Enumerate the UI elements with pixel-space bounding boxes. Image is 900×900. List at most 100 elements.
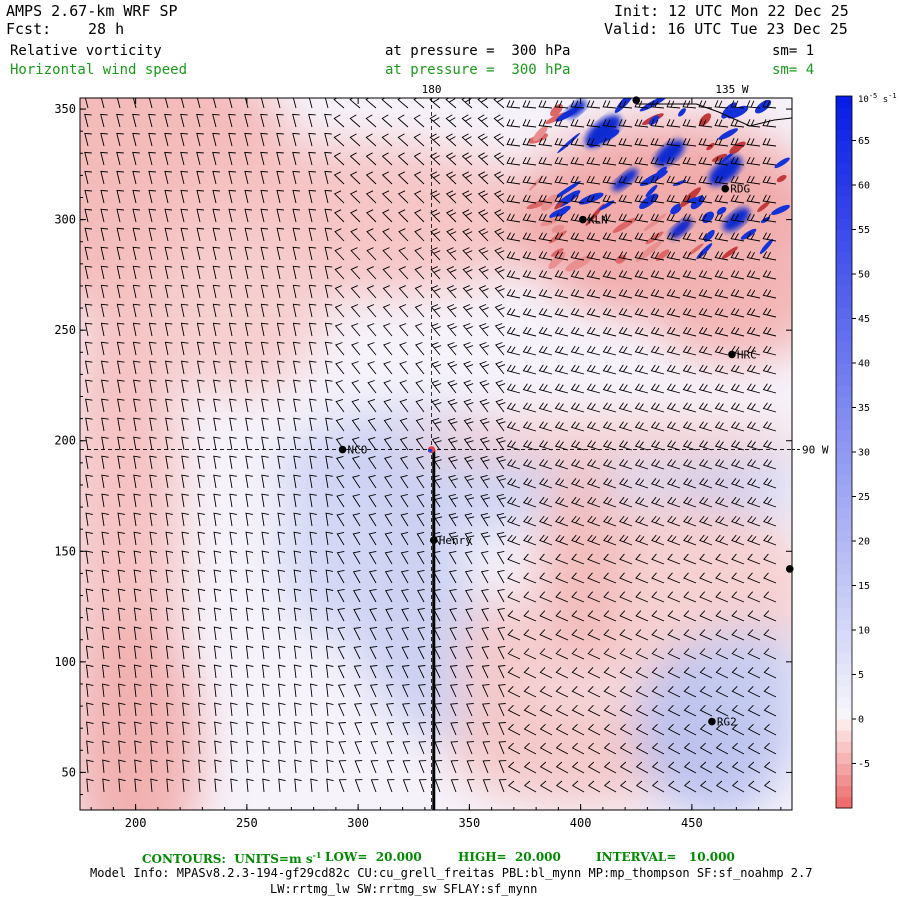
wind-barb-1525 <box>730 251 745 261</box>
wind-barb-160 <box>148 322 157 337</box>
wind-barb-761 <box>400 493 409 508</box>
colorbar-segment-58 <box>836 151 852 164</box>
valid-time: Valid: 16 UTC Tue 23 Dec 25 <box>604 20 848 38</box>
wind-barb-1510 <box>715 667 729 679</box>
wind-barb-541 <box>309 531 317 546</box>
wind-barb-1260 <box>618 138 633 147</box>
wind-barb-738 <box>386 760 395 774</box>
fcst-label: Fcst: <box>6 20 52 38</box>
wind-barb-326 <box>213 664 222 679</box>
wind-barb-997 <box>498 760 507 774</box>
wind-barb-919 <box>465 684 474 698</box>
wind-barb-27 <box>85 607 94 622</box>
wind-barb-1515 <box>715 761 729 774</box>
wind-barb-1493 <box>714 345 729 356</box>
wind-barb-1433 <box>683 610 697 622</box>
wind-barb-268 <box>196 265 205 280</box>
wind-barb-453 <box>276 265 285 280</box>
wind-barb-1500 <box>714 478 729 489</box>
wind-barb-1478 <box>699 761 713 774</box>
wind-barb-619 <box>337 607 345 622</box>
wind-barb-1566 <box>746 326 761 337</box>
wind-barb-506 <box>293 569 302 584</box>
colorbar-segment-50 <box>836 240 852 253</box>
wind-barb-1167 <box>570 478 585 489</box>
wind-barb-433 <box>261 588 270 603</box>
wind-barb-487 <box>292 208 301 223</box>
wind-barb-1247 <box>603 591 617 603</box>
wind-barb-731 <box>385 626 394 641</box>
wind-barb-1170 <box>571 534 585 546</box>
wind-barb-872 <box>448 493 459 508</box>
wind-barb-742 <box>397 133 409 147</box>
wind-barb-215 <box>165 664 174 679</box>
wind-barb-1131 <box>554 496 569 508</box>
station-label-kln: KLN <box>588 214 608 227</box>
colorbar-tick-label-10: 10 <box>858 626 870 637</box>
wind-barb-538 <box>309 474 317 489</box>
wind-barb-1314 <box>634 459 649 470</box>
wind-barb-1072 <box>523 780 537 793</box>
wind-barb-792 <box>415 380 425 394</box>
wind-barb-159 <box>148 303 157 318</box>
wind-barb-431 <box>261 550 270 565</box>
wind-barb-1589 <box>747 761 761 774</box>
wind-barb-1205 <box>586 496 601 508</box>
wind-barb-401 <box>245 683 254 698</box>
wind-barb-935 <box>478 285 489 299</box>
wind-barb-1301 <box>634 213 649 223</box>
wind-barb-588 <box>326 721 334 736</box>
wind-barb-717 <box>383 361 393 375</box>
wind-barb-352 <box>229 455 237 470</box>
wind-barb-98 <box>117 550 126 565</box>
fcst-value: 28 h <box>88 20 125 38</box>
wind-barb-179 <box>149 683 158 698</box>
wind-barb-382 <box>244 322 253 337</box>
vorticity-region-3 <box>647 230 792 364</box>
wind-barb-727 <box>384 550 393 565</box>
wind-barb-4 <box>84 170 92 185</box>
wind-barb-1302 <box>634 232 649 242</box>
wind-barb-1110 <box>554 100 569 109</box>
wind-barb-613 <box>336 493 345 508</box>
wind-barb-147 <box>134 778 142 793</box>
wind-barb-1415 <box>682 270 697 280</box>
wind-barb-1015 <box>506 402 521 413</box>
wind-barb-887 <box>450 779 459 793</box>
wind-barb-1221 <box>602 100 617 109</box>
vorticity-streak-30 <box>635 240 663 262</box>
vorticity-streak-4 <box>553 180 581 200</box>
wind-barb-395 <box>245 569 254 584</box>
wind-barb-83 <box>116 265 125 280</box>
wind-barb-1280 <box>619 515 633 527</box>
wind-barb-403 <box>246 721 254 736</box>
wind-barb-153 <box>148 189 156 204</box>
wind-barb-938 <box>479 342 490 356</box>
wind-barb-1266 <box>618 251 633 261</box>
wind-barb-985 <box>496 531 507 546</box>
wind-barb-1409 <box>682 156 697 166</box>
y-tick-label-250: 250 <box>54 323 76 337</box>
wind-barb-372 <box>244 132 252 147</box>
wind-barb-132 <box>133 493 141 508</box>
wind-barb-1066 <box>523 667 537 679</box>
wind-barb-916 <box>465 626 474 641</box>
wind-barb-1279 <box>618 496 633 508</box>
wind-barb-200 <box>165 379 173 394</box>
wind-barb-72 <box>102 759 110 774</box>
wind-barb-196 <box>164 303 173 318</box>
wind-barb-1450 <box>698 232 713 242</box>
wind-barb-595 <box>333 152 345 166</box>
wind-barb-1196 <box>586 326 601 337</box>
wind-barb-1476 <box>699 723 713 736</box>
wind-barb-1081 <box>538 251 553 261</box>
wind-barb-802 <box>416 569 425 584</box>
wind-barb-607 <box>335 380 345 394</box>
wind-barb-26 <box>85 588 94 603</box>
wind-barb-1262 <box>618 175 633 185</box>
wind-barb-1323 <box>635 629 649 641</box>
wind-barb-479 <box>278 759 286 774</box>
wind-barb-265 <box>196 208 205 223</box>
vorticity-streak-5 <box>702 211 715 224</box>
wind-barb-1311 <box>634 402 649 413</box>
